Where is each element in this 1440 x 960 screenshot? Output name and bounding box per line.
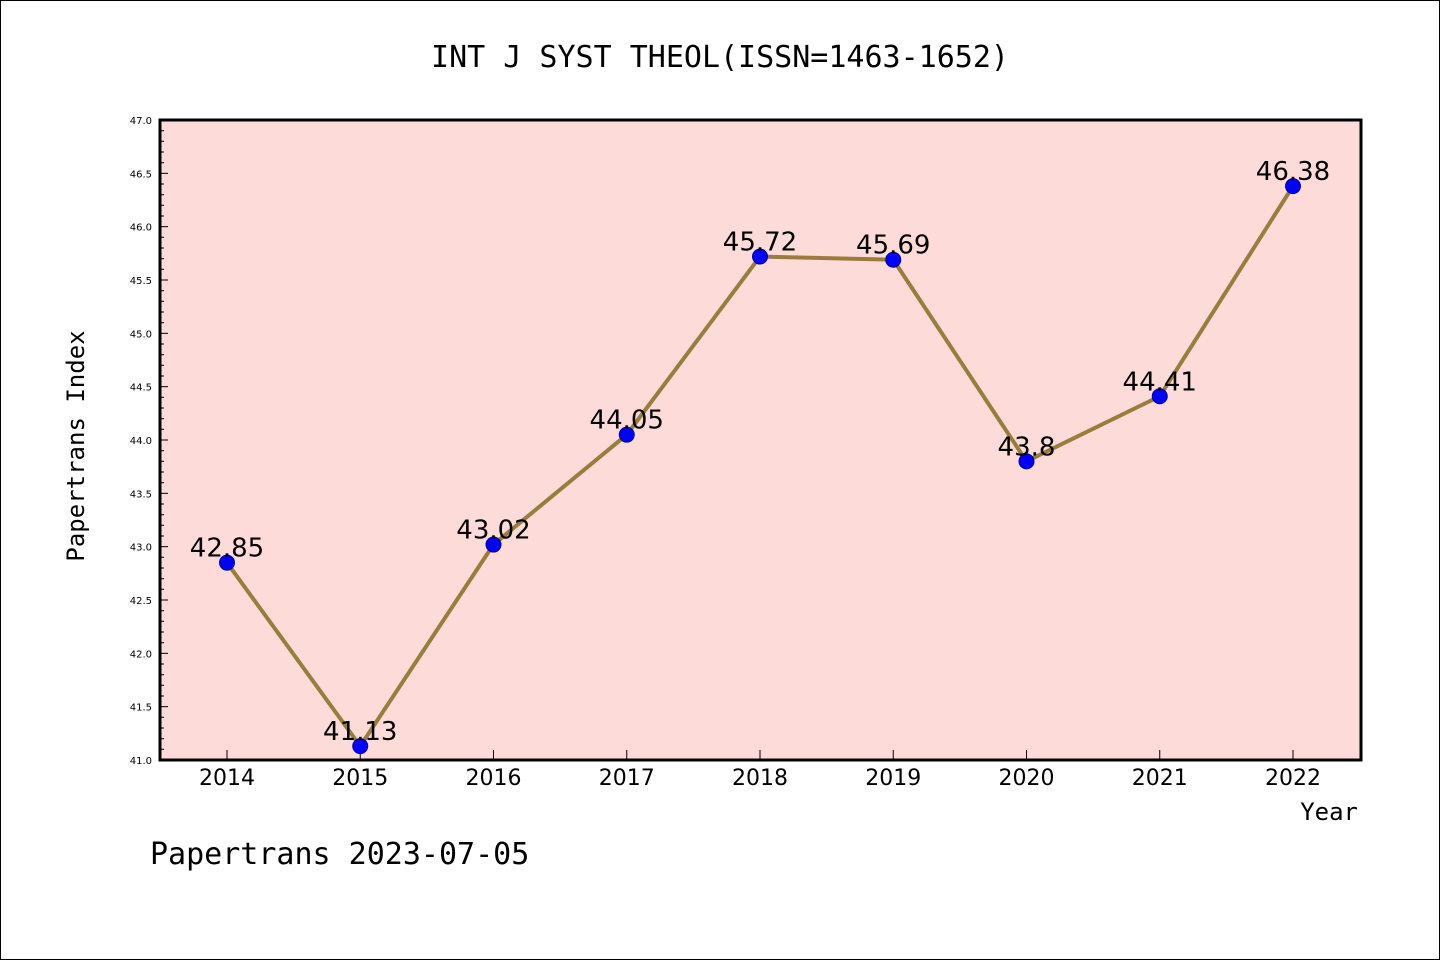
data-point xyxy=(219,554,235,571)
y-tick-label: 42.5 xyxy=(130,596,152,607)
data-labels: 42.85 41.13 43.02 44.05 45.72 45.69 43.8 44.41 4… xyxy=(190,157,1330,747)
y-axis-label: Papertrans Index xyxy=(62,330,90,561)
y-tick-label: 43.5 xyxy=(130,489,152,500)
y-tick-label: 41.5 xyxy=(130,703,152,714)
footer-text: Papertrans 2023-07-05 xyxy=(150,837,529,872)
y-axis: 41.0 41.5 42.0 42.5 43.0 43.5 44.0 44.5 45.0 45.5… xyxy=(130,116,168,767)
data-label: 44.41 xyxy=(1123,367,1197,397)
x-tick-label: 2019 xyxy=(865,766,921,791)
y-tick-label: 46.0 xyxy=(130,223,152,234)
y-tick-label: 43.0 xyxy=(130,543,152,554)
x-tick-label: 2016 xyxy=(466,766,522,791)
x-tick-label: 2015 xyxy=(332,766,388,791)
data-label: 43.02 xyxy=(456,516,530,546)
data-point xyxy=(1285,178,1301,195)
x-axis: 2014 2015 2016 2017 2018 2019 2020 2021 2022 xyxy=(199,750,1321,791)
data-label: 42.85 xyxy=(190,534,264,564)
data-point xyxy=(1151,388,1168,405)
y-tick-label: 44.0 xyxy=(130,436,152,447)
data-label: 46.38 xyxy=(1256,157,1330,187)
data-point xyxy=(885,251,902,268)
y-tick-label: 46.5 xyxy=(130,169,152,180)
data-point xyxy=(1018,453,1035,470)
data-point xyxy=(752,248,768,265)
chart-title: INT J SYST THEOL(ISSN=1463-1652) xyxy=(431,40,1009,75)
data-points xyxy=(219,178,1301,755)
y-tick-label: 45.5 xyxy=(130,276,152,287)
data-label: 44.05 xyxy=(590,406,664,436)
y-tick-label: 42.0 xyxy=(130,649,152,660)
data-point xyxy=(352,738,369,755)
data-label: 41.13 xyxy=(323,717,397,747)
y-tick-label: 44.5 xyxy=(130,383,152,394)
x-tick-label: 2020 xyxy=(999,766,1055,791)
y-tick-label: 47.0 xyxy=(130,116,152,127)
x-axis-label: Year xyxy=(1300,798,1358,826)
data-point xyxy=(618,426,635,443)
data-label: 45.69 xyxy=(856,231,930,261)
plot-area xyxy=(158,118,1363,762)
data-point xyxy=(485,536,502,553)
y-tick-label: 41.0 xyxy=(130,756,152,767)
data-label: 43.8 xyxy=(998,432,1056,462)
x-tick-label: 2014 xyxy=(199,766,255,791)
x-tick-label: 2018 xyxy=(732,766,788,791)
x-tick-label: 2022 xyxy=(1265,766,1321,791)
x-tick-label: 2017 xyxy=(599,766,655,791)
data-label: 45.72 xyxy=(723,228,797,258)
y-tick-label: 45.0 xyxy=(130,329,152,340)
x-tick-label: 2021 xyxy=(1132,766,1188,791)
